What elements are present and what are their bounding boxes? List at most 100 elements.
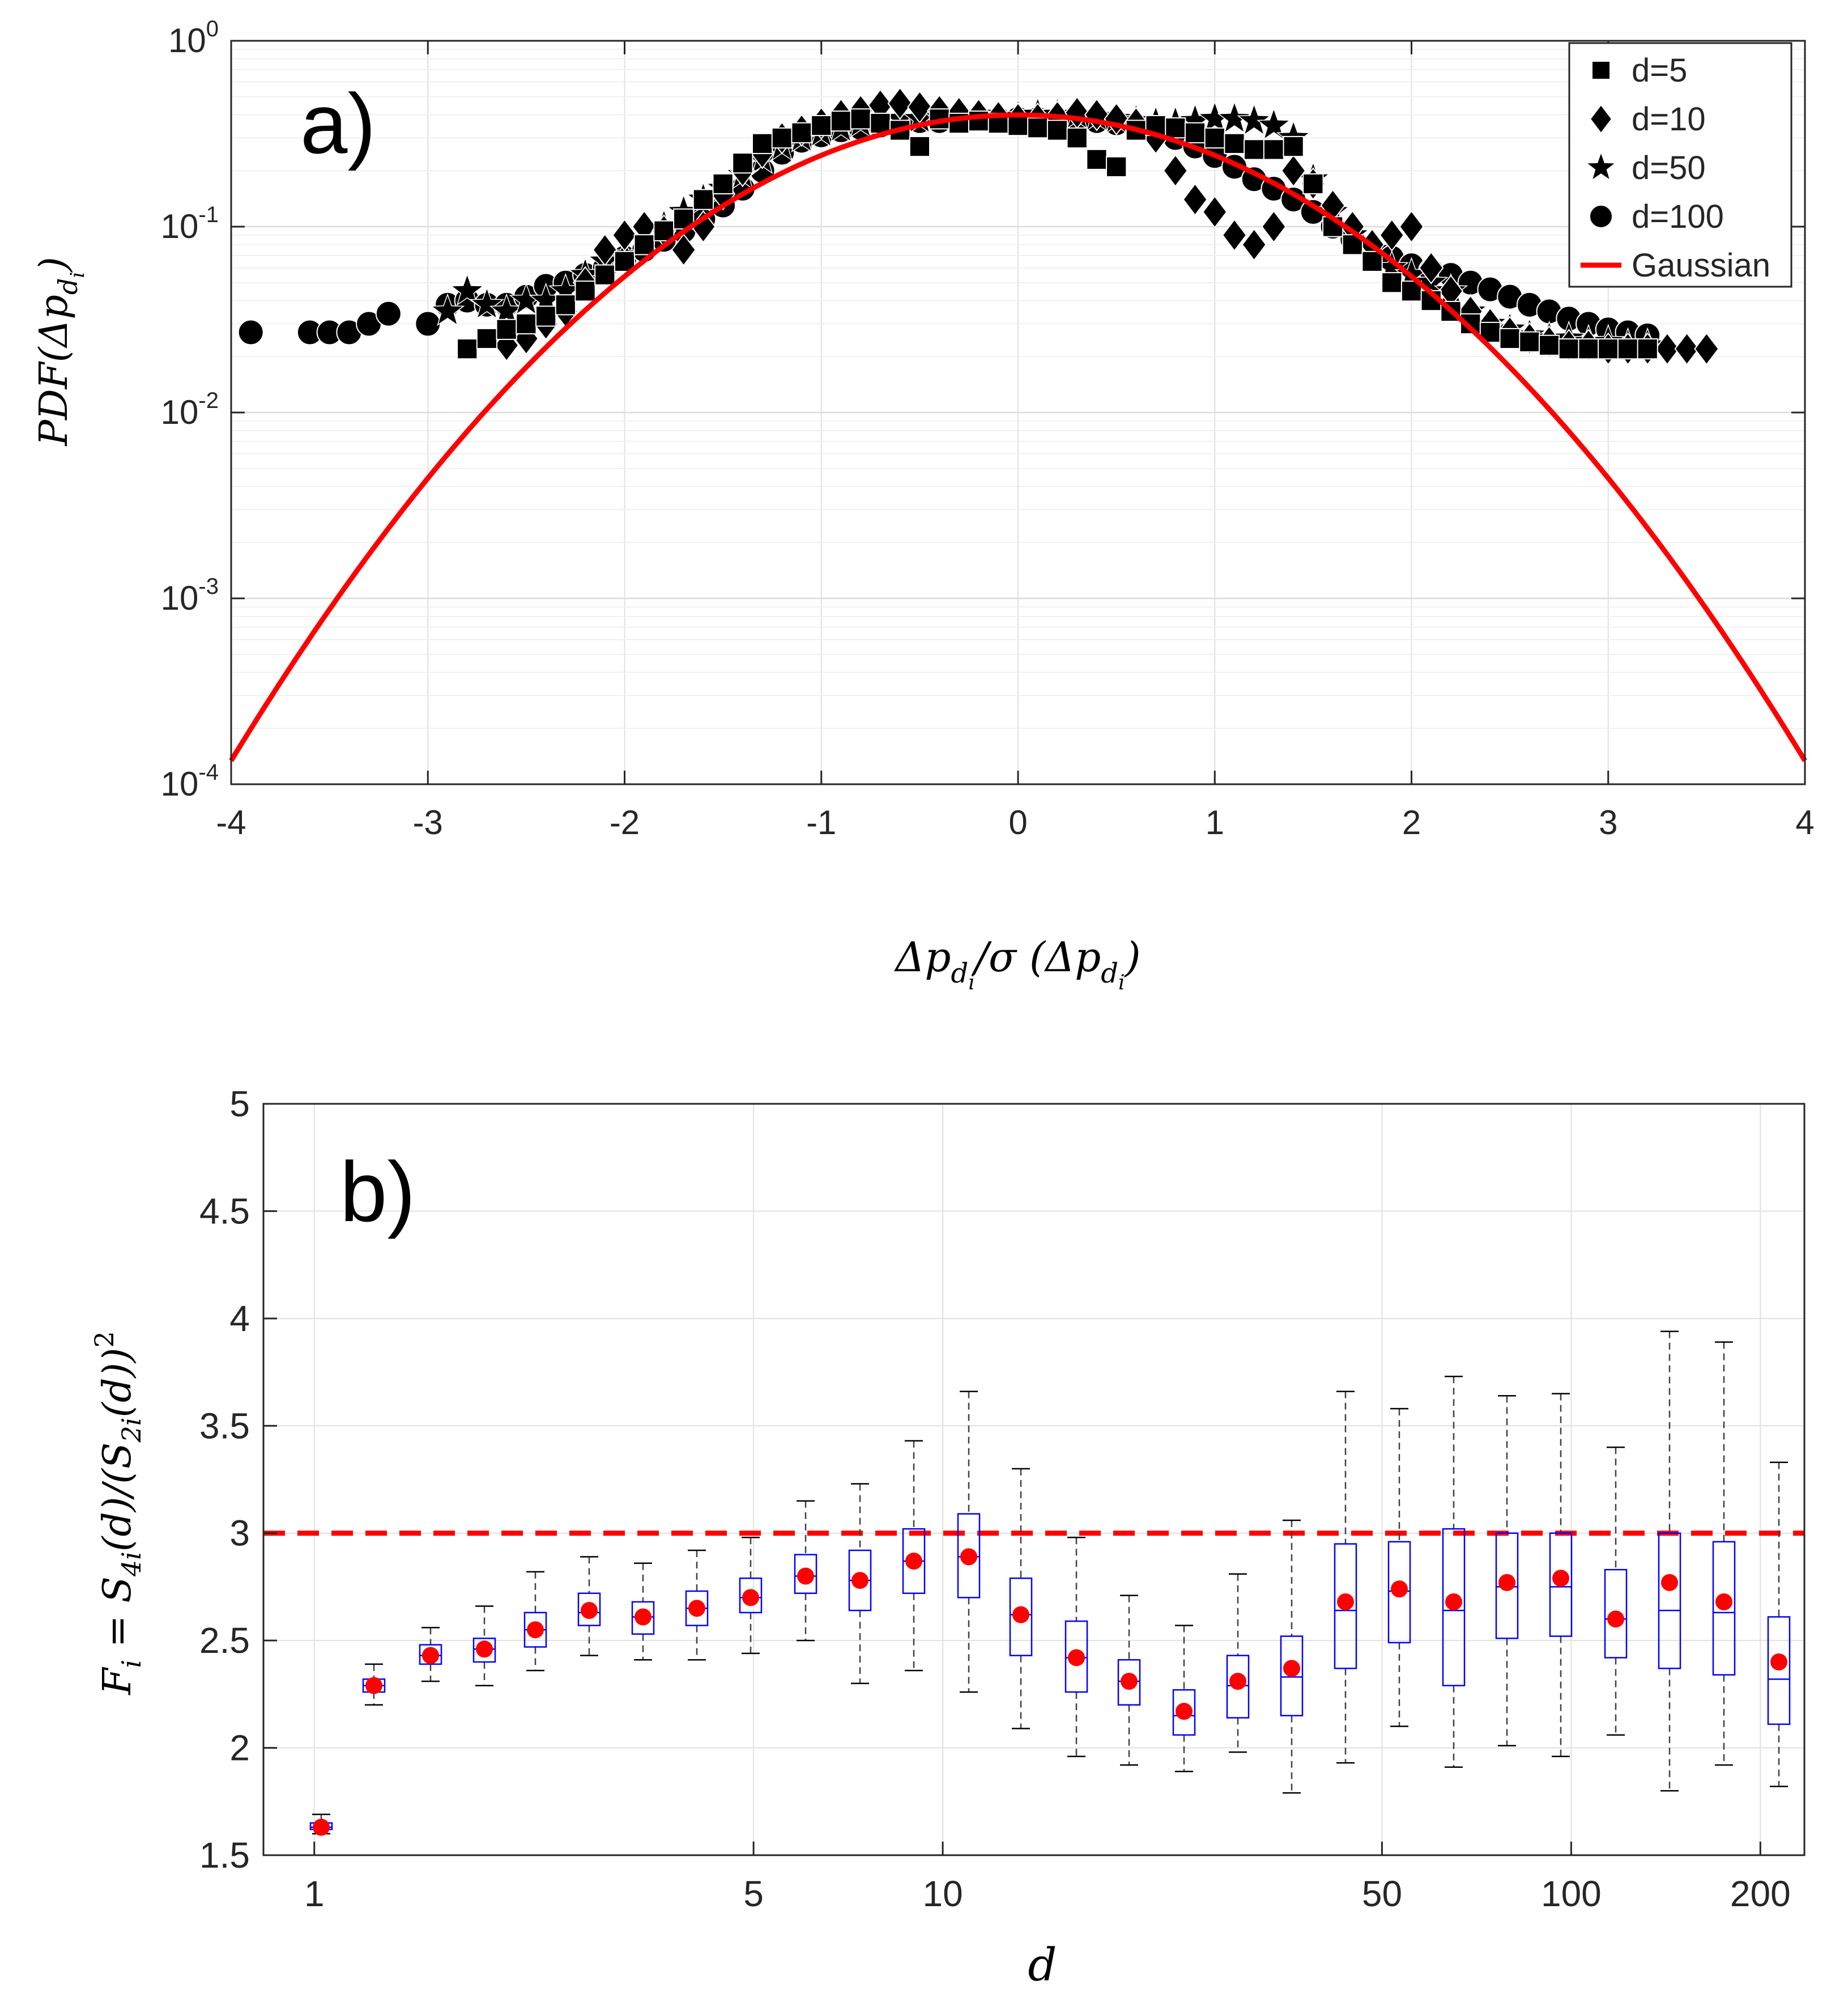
marker-circle — [237, 319, 264, 346]
marker-diamond — [1202, 195, 1228, 229]
x-ticks-a: -4 -3 -2 -1 0 1 2 3 4 — [216, 41, 1815, 841]
box-d-84.7 — [1387, 1408, 1411, 1727]
marker-diamond — [1280, 154, 1306, 188]
x-tick-label: 3 — [1599, 803, 1617, 841]
box-d-271.2 — [1712, 1341, 1736, 1766]
box-d-5 — [523, 1571, 547, 1672]
plot-frame-b — [262, 1103, 1806, 1856]
series-group-a — [229, 87, 1807, 762]
mean-point — [742, 1589, 759, 1606]
y-tick-label: 2.5 — [199, 1620, 250, 1661]
box-d-329.2 — [1767, 1461, 1791, 1788]
mean-point — [581, 1602, 598, 1619]
marker-star — [450, 273, 485, 306]
marker-square — [811, 114, 832, 137]
legend-a: d=5 d=10 d=50 d=100 Gaussian — [1568, 42, 1792, 288]
box-iqr — [1442, 1528, 1466, 1686]
box-d-5.6 — [631, 1562, 655, 1661]
legend-item-d=5: d=5 — [1591, 52, 1687, 89]
box-iqr — [1549, 1532, 1573, 1637]
mean-point — [851, 1572, 868, 1589]
marker-square — [909, 135, 930, 158]
marker-square — [516, 313, 537, 335]
box-d-184 — [1604, 1446, 1628, 1736]
box-d-8.3 — [739, 1537, 763, 1655]
y-tick-label: 5 — [229, 1083, 250, 1124]
mean-point — [476, 1640, 493, 1658]
box-d-57.5 — [1280, 1519, 1304, 1794]
mean-point — [1121, 1673, 1138, 1690]
marker-square — [1184, 122, 1206, 143]
marker-square — [1617, 338, 1639, 360]
box-d-32.1 — [1117, 1595, 1141, 1766]
marker-square — [476, 328, 498, 350]
marker-diamond — [671, 233, 696, 267]
marker-diamond — [1589, 104, 1613, 134]
marker-square — [1165, 117, 1186, 139]
x-tick-label: 50 — [1362, 1873, 1402, 1914]
x-axis-label-a: Δpdi/σ (Δpdi) — [893, 933, 1140, 994]
marker-square — [594, 264, 616, 286]
marker-square — [850, 108, 871, 130]
marker-square — [1263, 139, 1285, 160]
marker-square — [1591, 61, 1611, 80]
marker-square — [771, 127, 793, 149]
box-d-26.4 — [1064, 1537, 1088, 1757]
box-d-151.6 — [1549, 1393, 1573, 1757]
box-d-124.9 — [1495, 1394, 1519, 1747]
mean-point — [688, 1600, 705, 1617]
marker-square — [1578, 338, 1599, 360]
marker-square — [1538, 334, 1560, 356]
mean-point — [313, 1818, 330, 1836]
box-iqr — [1172, 1689, 1196, 1736]
mean-point — [1337, 1593, 1354, 1610]
mean-point — [635, 1608, 652, 1626]
x-tick-label: -2 — [610, 803, 640, 841]
x-tick-label: 200 — [1730, 1873, 1791, 1914]
marker-square — [1558, 338, 1579, 360]
marker-square — [791, 122, 812, 143]
marker-square — [751, 133, 773, 154]
marker-diamond — [1399, 210, 1424, 244]
y-ticks-a: 10-4 10-3 10-2 10-1 100 — [161, 16, 1805, 803]
box-iqr — [631, 1601, 655, 1635]
x-tick-label: -3 — [413, 803, 443, 841]
y-ticks-b: 1.5 2 2.5 3 3.5 4 4.5 5 — [199, 1083, 277, 1876]
x-tick-label: 5 — [743, 1873, 764, 1914]
legend-label: d=50 — [1632, 150, 1706, 186]
mean-point — [960, 1548, 977, 1566]
mean-point — [1607, 1610, 1624, 1628]
marker-square — [653, 220, 675, 241]
mean-point — [422, 1647, 439, 1664]
box-d-47.3 — [1226, 1573, 1250, 1753]
box-iqr — [794, 1554, 817, 1595]
marker-square — [555, 294, 576, 316]
x-tick-label: 10 — [922, 1873, 963, 1914]
x-tick-label: 0 — [1008, 803, 1027, 841]
box-d-4.6 — [577, 1556, 601, 1656]
marker-diamond — [1221, 218, 1247, 252]
marker-diamond — [1182, 182, 1208, 216]
y-tick-label: 1.5 — [199, 1835, 250, 1876]
x-tick-label: -1 — [806, 803, 836, 841]
marker-square — [633, 234, 655, 256]
svg-text:PDF(Δpdi): PDF(Δpdi) — [32, 257, 89, 447]
marker-diamond — [1694, 332, 1719, 365]
marker-square — [1283, 135, 1304, 158]
mean-point — [365, 1677, 382, 1694]
box-d-1.9 — [362, 1663, 386, 1706]
marker-square — [1519, 331, 1540, 352]
mean-point — [1552, 1570, 1569, 1587]
mean-point — [797, 1567, 814, 1585]
marker-diamond — [1379, 218, 1404, 252]
x-tick-label: 1 — [304, 1873, 325, 1914]
y-tick-label: 100 — [168, 16, 219, 59]
marker-diamond — [612, 218, 637, 252]
marker-square — [496, 318, 517, 340]
marker-square — [692, 189, 714, 210]
y-tick-label: 4.5 — [199, 1191, 250, 1231]
marker-circle — [375, 300, 402, 327]
mean-point — [1229, 1673, 1246, 1690]
mean-point — [905, 1552, 922, 1570]
